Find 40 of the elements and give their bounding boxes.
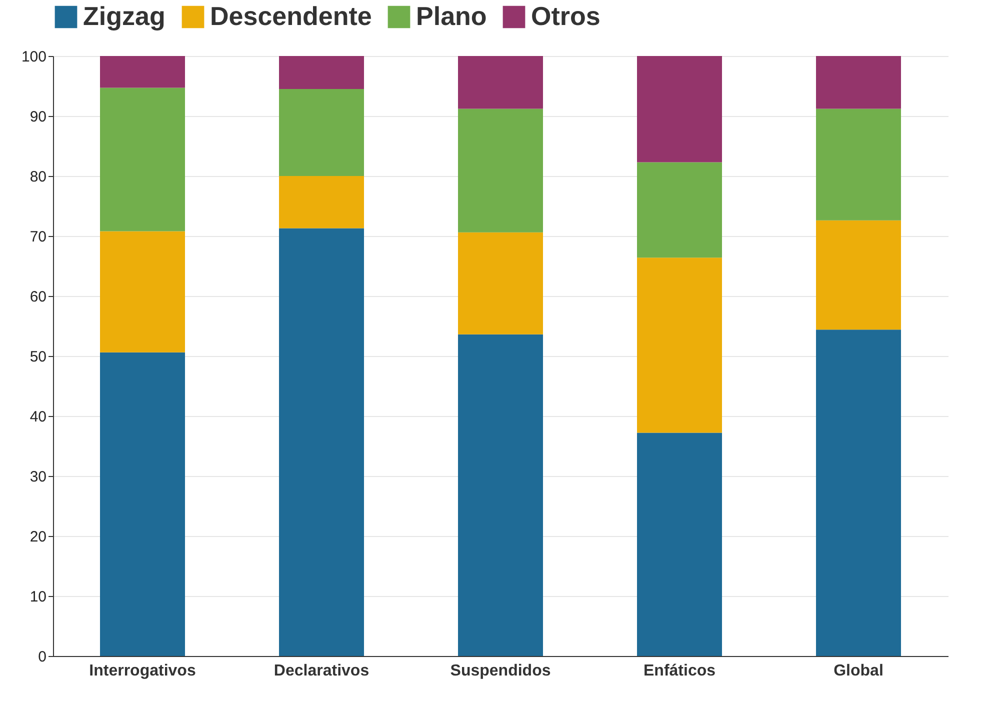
bar	[816, 108, 901, 220]
bar	[279, 228, 364, 656]
y-tick-label: 90	[30, 108, 46, 126]
bar	[637, 432, 722, 656]
x-tick-label: Suspendidos	[450, 662, 551, 680]
x-tick-label: Global	[834, 662, 884, 680]
y-tick-label: 70	[30, 228, 46, 246]
bar	[100, 56, 185, 88]
bar	[458, 108, 543, 232]
x-tick-label: Declarativos	[274, 662, 370, 680]
bar	[100, 352, 185, 656]
y-tick-label: 10	[30, 588, 46, 606]
y-tick-label: 40	[30, 408, 46, 426]
bar	[816, 56, 901, 109]
x-tick-label: Enfáticos	[643, 662, 716, 680]
y-tick-label: 80	[30, 168, 46, 186]
y-tick-label: 60	[30, 288, 46, 306]
legend-label: Otros	[531, 1, 600, 31]
bar	[458, 232, 543, 334]
bar	[458, 56, 543, 109]
y-tick-label: 0	[38, 648, 46, 666]
bar	[100, 231, 185, 352]
bar	[279, 176, 364, 228]
legend-label: Descendente	[210, 1, 372, 31]
y-tick-label: 30	[30, 468, 46, 486]
y-tick-label: 100	[21, 48, 46, 66]
legend-label: Zigzag	[83, 1, 166, 31]
bar	[816, 330, 901, 656]
legend-label: Plano	[416, 1, 487, 31]
bar	[100, 88, 185, 232]
bar	[458, 334, 543, 656]
y-tick-label: 20	[30, 528, 46, 546]
bar	[637, 258, 722, 433]
bar	[637, 56, 722, 162]
y-tick-label: 50	[30, 348, 46, 366]
bar	[279, 89, 364, 176]
x-tick-label: Interrogativos	[89, 662, 196, 680]
bar	[279, 56, 364, 89]
bar	[816, 220, 901, 330]
bar	[637, 162, 722, 258]
